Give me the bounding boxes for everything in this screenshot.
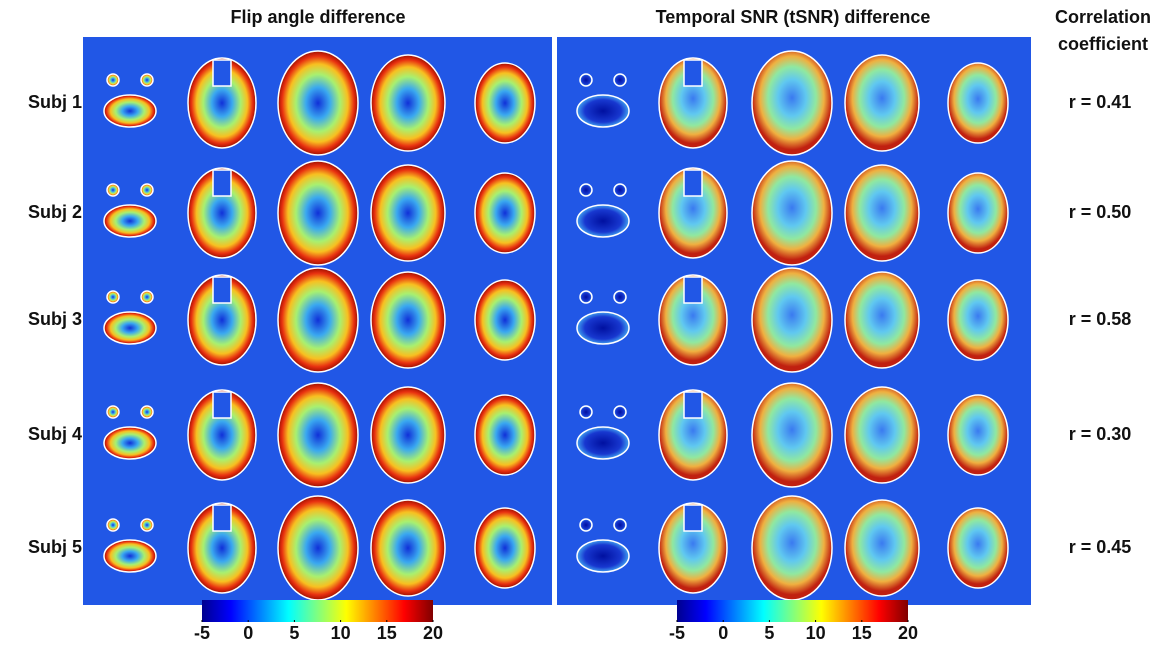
- brain-slice: [614, 406, 626, 418]
- row-label: Subj 2: [28, 202, 82, 222]
- brain-notch: [684, 170, 702, 196]
- correlation-value: r = 0.50: [1069, 202, 1132, 222]
- brain-notch: [213, 505, 231, 531]
- brain-slice: [141, 74, 153, 86]
- brain-slice: [104, 427, 156, 459]
- brain-notch: [213, 170, 231, 196]
- row-label: Subj 5: [28, 537, 82, 557]
- brain-slice: [948, 395, 1008, 475]
- row-label: Subj 1: [28, 92, 82, 112]
- brain-slice: [614, 74, 626, 86]
- brain-slice: [107, 406, 119, 418]
- brain-slice: [475, 173, 535, 253]
- brain-slice: [580, 291, 592, 303]
- panel-title: Temporal SNR (tSNR) difference: [656, 7, 931, 27]
- brain-notch: [684, 392, 702, 418]
- brain-slice: [845, 165, 919, 261]
- brain-slice: [104, 540, 156, 572]
- colorbar-tick-label: 20: [898, 623, 918, 643]
- brain-slice: [278, 51, 358, 155]
- colorbar-tick-label: 15: [852, 623, 872, 643]
- brain-slice: [948, 508, 1008, 588]
- brain-slice: [475, 395, 535, 475]
- brain-slice: [948, 63, 1008, 143]
- brain-slice: [104, 312, 156, 344]
- brain-slice: [752, 161, 832, 265]
- brain-slice: [371, 165, 445, 261]
- brain-slice: [948, 173, 1008, 253]
- brain-slice: [371, 387, 445, 483]
- colorbar-tick-label: 5: [764, 623, 774, 643]
- brain-slice: [752, 496, 832, 600]
- brain-notch: [213, 277, 231, 303]
- brain-slice: [104, 205, 156, 237]
- brain-notch: [213, 60, 231, 86]
- brain-slice: [845, 500, 919, 596]
- brain-notch: [684, 60, 702, 86]
- correlation-value: r = 0.30: [1069, 424, 1132, 444]
- colorbar-tick-label: 20: [423, 623, 443, 643]
- colorbar: [202, 600, 433, 622]
- brain-slice: [577, 205, 629, 237]
- correlation-value: r = 0.58: [1069, 309, 1132, 329]
- brain-notch: [684, 505, 702, 531]
- brain-slice: [580, 184, 592, 196]
- figure: Flip angle difference Temporal SNR (tSNR…: [0, 0, 1171, 648]
- brain-slice: [107, 74, 119, 86]
- brain-slice: [845, 55, 919, 151]
- correlation-value: r = 0.45: [1069, 537, 1132, 557]
- brain-slice: [475, 280, 535, 360]
- brain-slice: [107, 519, 119, 531]
- brain-slice: [278, 268, 358, 372]
- colorbar-tick-label: 15: [377, 623, 397, 643]
- brain-slice: [752, 268, 832, 372]
- brain-slice: [107, 184, 119, 196]
- brain-slice: [104, 95, 156, 127]
- brain-slice: [141, 406, 153, 418]
- brain-slice: [577, 540, 629, 572]
- brain-slice: [752, 383, 832, 487]
- brain-slice: [141, 519, 153, 531]
- panel-title: Flip angle difference: [230, 7, 405, 27]
- brain-slice: [948, 280, 1008, 360]
- brain-slice: [475, 508, 535, 588]
- brain-slice: [371, 55, 445, 151]
- row-label: Subj 3: [28, 309, 82, 329]
- brain-slice: [614, 291, 626, 303]
- correlation-value: r = 0.41: [1069, 92, 1132, 112]
- brain-slice: [845, 272, 919, 368]
- brain-slice: [475, 63, 535, 143]
- brain-slice: [141, 184, 153, 196]
- brain-slice: [577, 95, 629, 127]
- brain-notch: [213, 392, 231, 418]
- brain-slice: [580, 519, 592, 531]
- correlation-header: coefficient: [1058, 34, 1148, 54]
- brain-slice: [577, 427, 629, 459]
- brain-slice: [371, 272, 445, 368]
- row-label: Subj 4: [28, 424, 82, 444]
- colorbar-tick-label: 5: [289, 623, 299, 643]
- brain-slice: [278, 383, 358, 487]
- brain-slice: [278, 161, 358, 265]
- brain-slice: [371, 500, 445, 596]
- brain-slice: [580, 74, 592, 86]
- colorbar-tick-label: -5: [669, 623, 685, 643]
- colorbar-tick-label: 0: [243, 623, 253, 643]
- brain-slice: [107, 291, 119, 303]
- colorbar-tick-label: 0: [718, 623, 728, 643]
- brain-slice: [577, 312, 629, 344]
- brain-slice: [141, 291, 153, 303]
- brain-slice: [614, 184, 626, 196]
- colorbar-tick-label: -5: [194, 623, 210, 643]
- colorbar: [677, 600, 908, 622]
- colorbar-tick-label: 10: [806, 623, 826, 643]
- brain-slice: [845, 387, 919, 483]
- brain-slice: [580, 406, 592, 418]
- colorbar-tick-label: 10: [331, 623, 351, 643]
- brain-slice: [752, 51, 832, 155]
- brain-slice: [278, 496, 358, 600]
- brain-slice: [614, 519, 626, 531]
- correlation-header: Correlation: [1055, 7, 1151, 27]
- brain-notch: [684, 277, 702, 303]
